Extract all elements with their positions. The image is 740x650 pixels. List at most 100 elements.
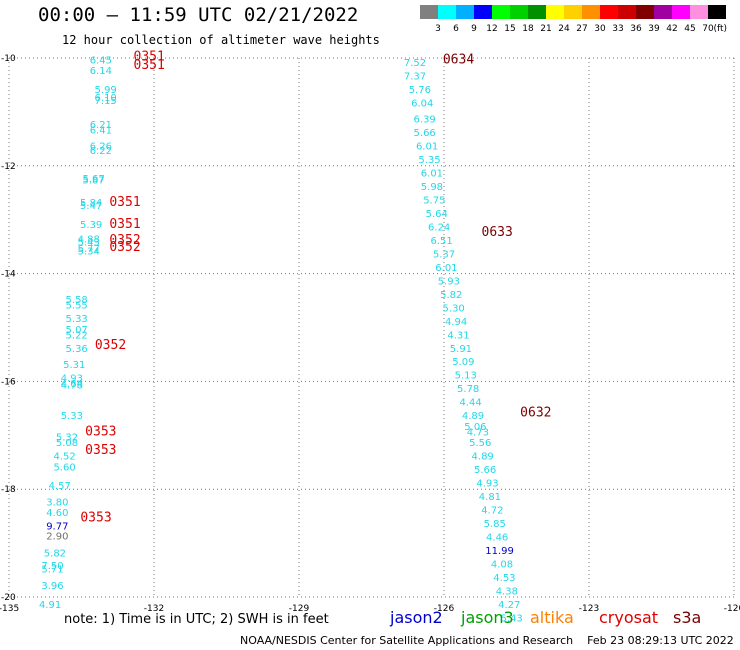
swh-observation: 6.41	[90, 125, 112, 136]
swh-observation: 5.47	[80, 201, 102, 212]
swh-observation: 5.67	[82, 174, 104, 185]
x-tick-label: -126	[434, 604, 455, 614]
swh-observation: 6.14	[90, 66, 112, 77]
swh-observation: 6.45	[90, 55, 112, 66]
pass-time-label: 0633	[482, 225, 513, 240]
y-tick-label: -18	[1, 485, 16, 495]
colorbar-label: 18	[522, 24, 534, 33]
pass-time-label: 0353	[85, 443, 116, 458]
pass-time-label: 0353	[80, 511, 111, 526]
swh-observation: 4.44	[459, 398, 481, 409]
colorbar-swatch	[654, 5, 672, 19]
colorbar-label: 70	[702, 24, 714, 33]
swh-observation: 6.22	[90, 146, 112, 157]
colorbar-swatch	[528, 5, 546, 19]
pass-time-label: 0352	[109, 240, 140, 255]
swh-observation: 7.37	[404, 72, 426, 83]
colorbar-label: 3	[435, 24, 441, 33]
pass-time-label: 0353	[85, 424, 116, 439]
colorbar-label: 36	[630, 24, 642, 33]
swh-observation: 4.78	[61, 380, 83, 391]
swh-observation: 4.88	[78, 234, 100, 245]
swh-observation: 7.52	[404, 58, 426, 69]
swh-observation: 5.56	[469, 438, 491, 449]
swh-observation: 4.89	[472, 452, 494, 463]
swh-observation: 5.09	[452, 357, 474, 368]
swh-observation: 4.64	[61, 379, 83, 390]
colorbar-label: 21	[540, 24, 551, 33]
chart-title: 00:00 — 11:59 UTC 02/21/2022	[38, 4, 359, 26]
swh-observation: 4.57	[49, 481, 71, 492]
pass-time-label: 0351	[109, 195, 140, 210]
swh-observation: 4.60	[46, 508, 68, 519]
swh-observation: 5.82	[440, 290, 462, 301]
legend-cryosat: cryosat	[599, 608, 659, 627]
swh-observation: 5.43	[501, 613, 523, 624]
swh-observation: 4.89	[462, 411, 484, 422]
colorbar-swatch	[600, 5, 618, 19]
y-tick-label: -10	[1, 54, 16, 64]
swh-observation: 4.93	[61, 373, 83, 384]
footnote: note: 1) Time is in UTC; 2) SWH is in fe…	[64, 612, 329, 627]
swh-observation: 5.87	[82, 176, 104, 187]
swh-observation: 6.04	[411, 99, 433, 110]
swh-observation: 5.31	[63, 360, 85, 371]
swh-observation: 4.31	[447, 330, 469, 341]
swh-observation: 9.77	[46, 522, 68, 533]
swh-observation: 6.01	[435, 263, 457, 274]
swh-observation: 6.24	[428, 222, 450, 233]
swh-observation: 4.73	[467, 427, 489, 438]
swh-observation: 6.01	[421, 169, 443, 180]
swh-observation: 5.13	[455, 371, 477, 382]
colorbar-swatch	[636, 5, 654, 19]
colorbar-swatch	[510, 5, 528, 19]
x-tick-label: -123	[579, 604, 599, 614]
colorbar-swatch	[546, 5, 564, 19]
swh-observation: 7.15	[95, 96, 117, 107]
colorbar-swatch	[708, 5, 726, 19]
swh-observation: 5.07	[66, 325, 88, 336]
swh-observation: 6.51	[430, 236, 452, 247]
colorbar-label: 15	[504, 24, 515, 33]
legend-s3a: s3a	[673, 608, 702, 627]
colorbar-label: 45	[684, 24, 695, 33]
colorbar-swatch	[582, 5, 600, 19]
swh-observation: 5.58	[66, 295, 88, 306]
swh-observation: 5.91	[450, 344, 472, 355]
pass-time-label: 0351	[109, 217, 140, 232]
swh-observation: 5.33	[66, 314, 88, 325]
colorbar-swatch	[672, 5, 690, 19]
swh-observation: 5.85	[484, 519, 506, 530]
x-tick-label: -129	[289, 604, 310, 614]
credit-line: NOAA/NESDIS Center for Satellite Applica…	[240, 634, 734, 647]
swh-observation: 4.46	[486, 532, 508, 543]
swh-observation: 5.84	[80, 198, 102, 209]
swh-observation: 5.76	[409, 85, 431, 96]
swh-observation: 5.06	[464, 422, 486, 433]
swh-colorbar: 3 6 9 12 15 18 21 24 27 30 33 36 39 42 45 70 (ft)	[420, 5, 727, 33]
swh-observation: 4.38	[496, 586, 518, 597]
swh-observation: 2.90	[46, 531, 68, 542]
colorbar-label: 33	[612, 24, 623, 33]
colorbar-swatch	[690, 5, 708, 19]
swh-observation: 6.26	[90, 142, 112, 153]
swh-observation: 5.39	[80, 220, 102, 231]
y-tick-label: -14	[1, 270, 16, 280]
swh-observation: 5.78	[457, 384, 479, 395]
colorbar-swatch	[456, 5, 474, 19]
swh-observation: 4.53	[493, 573, 515, 584]
x-tick-label: -120	[724, 604, 740, 614]
pass-time-label: 0634	[443, 52, 474, 67]
pass-time-label: 0352	[109, 233, 140, 248]
swh-observation: 5.66	[414, 128, 436, 139]
swh-observation: 5.22	[66, 330, 88, 341]
chart-subtitle: 12 hour collection of altimeter wave hei…	[62, 33, 380, 47]
swh-observation: 4.91	[39, 600, 61, 611]
legend-jason2: jason2	[390, 608, 443, 627]
colorbar-swatch	[564, 5, 582, 19]
legend-altika: altika	[530, 608, 574, 627]
colorbar-swatch	[492, 5, 510, 19]
swh-observation: 5.30	[443, 303, 465, 314]
colorbar-swatch	[420, 5, 438, 19]
